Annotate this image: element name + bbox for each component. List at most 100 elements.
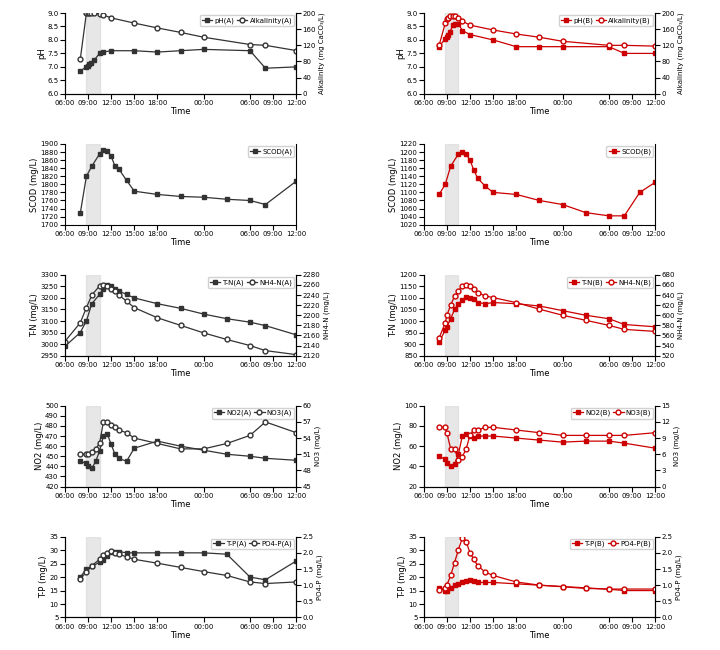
T-N(A) [261, 322, 270, 330]
NO3(A) [99, 418, 108, 426]
pH(A) [82, 63, 91, 71]
X-axis label: Time: Time [529, 239, 549, 248]
Y-axis label: SCOD (mg/L): SCOD (mg/L) [389, 157, 398, 211]
Bar [86, 144, 99, 225]
SCOD(A) [222, 196, 231, 203]
T-P(A) [88, 562, 96, 570]
NH4-N(B) [489, 294, 498, 302]
NO2(A) [130, 445, 138, 452]
NH4-N(A) [246, 342, 254, 350]
T-P(A) [292, 557, 301, 565]
PO4-P(B) [469, 555, 478, 563]
NH4-N(A) [292, 351, 301, 359]
T-N(B) [462, 293, 470, 301]
PO4-P(A) [261, 580, 270, 588]
Alkalinity(A) [292, 47, 301, 55]
NO3(B) [450, 445, 459, 453]
pH(A) [90, 57, 99, 64]
NH4-N(A) [176, 322, 185, 330]
T-P(B) [605, 585, 613, 593]
NO2(B) [462, 430, 470, 438]
Alkalinity(B) [454, 14, 463, 21]
NO3(B) [458, 453, 467, 461]
PO4-P(B) [512, 578, 521, 586]
Legend: T-P(A), PO4-P(A): T-P(A), PO4-P(A) [211, 539, 294, 549]
Alkalinity(A) [99, 11, 108, 19]
PO4-P(B) [489, 571, 498, 579]
SCOD(B) [473, 174, 482, 182]
pH(B) [443, 33, 451, 41]
NH4-N(B) [466, 282, 474, 290]
Y-axis label: Alkalinity (mg CaCO₃/L): Alkalinity (mg CaCO₃/L) [319, 12, 325, 94]
SCOD(B) [651, 178, 660, 186]
PO4-P(B) [435, 586, 444, 594]
NO3(B) [651, 429, 660, 437]
pH(B) [535, 43, 544, 51]
pH(B) [454, 20, 463, 28]
NH4-N(A) [114, 291, 123, 299]
NO3(A) [107, 421, 115, 428]
T-P(A) [199, 549, 208, 557]
NO3(B) [489, 423, 498, 431]
PO4-P(A) [95, 555, 104, 563]
T-P(A) [76, 573, 84, 581]
PO4-P(A) [111, 549, 120, 557]
NO3(A) [222, 439, 231, 447]
Y-axis label: NH4-N (mg/L): NH4-N (mg/L) [678, 291, 684, 339]
SCOD(A) [76, 209, 84, 217]
T-N(B) [450, 306, 459, 313]
NO2(B) [454, 450, 463, 458]
pH(B) [466, 31, 474, 38]
Alkalinity(B) [512, 30, 521, 38]
NH4-N(B) [441, 319, 449, 327]
NO2(A) [82, 460, 91, 467]
T-P(B) [458, 578, 467, 586]
Alkalinity(A) [261, 42, 270, 49]
SCOD(B) [446, 162, 455, 170]
T-N(A) [82, 317, 91, 325]
NO3(A) [91, 445, 100, 453]
T-N(A) [99, 285, 108, 292]
pH(B) [651, 49, 660, 57]
pH(A) [76, 67, 84, 75]
T-P(B) [620, 587, 629, 595]
NO2(A) [261, 454, 270, 462]
NO2(B) [512, 434, 521, 442]
SCOD(A) [153, 190, 162, 198]
T-P(B) [435, 584, 444, 592]
PO4-P(B) [535, 581, 544, 589]
Alkalinity(A) [90, 9, 99, 17]
NO3(A) [199, 445, 208, 453]
Alkalinity(B) [605, 42, 613, 49]
Line: pH(B): pH(B) [436, 21, 657, 56]
Bar [445, 406, 459, 487]
Legend: SCOD(A): SCOD(A) [248, 146, 294, 157]
pH(B) [444, 31, 453, 38]
Y-axis label: NO3 (mg/L): NO3 (mg/L) [315, 426, 321, 466]
PO4-P(A) [88, 562, 96, 569]
T-P(A) [82, 565, 91, 573]
T-P(A) [176, 549, 185, 557]
NO2(A) [88, 465, 96, 473]
Line: NH4-N(A): NH4-N(A) [63, 283, 299, 357]
Line: NO2(A): NO2(A) [78, 432, 299, 471]
T-P(A) [99, 556, 108, 564]
Alkalinity(B) [535, 33, 544, 41]
T-N(A) [153, 300, 162, 307]
T-P(B) [446, 584, 455, 592]
T-N(B) [512, 300, 521, 307]
X-axis label: Time: Time [171, 631, 191, 640]
T-P(A) [122, 549, 131, 557]
T-N(B) [441, 326, 449, 334]
NO3(A) [84, 450, 92, 458]
T-N(A) [130, 294, 138, 302]
Alkalinity(B) [466, 21, 474, 29]
SCOD(A) [246, 196, 254, 204]
NO2(B) [481, 432, 490, 440]
SCOD(A) [95, 150, 104, 158]
T-P(B) [535, 581, 544, 589]
Y-axis label: SCOD (mg/L): SCOD (mg/L) [30, 157, 39, 211]
T-P(B) [489, 578, 498, 586]
Y-axis label: pH: pH [396, 47, 405, 59]
Y-axis label: T-P (mg/L): T-P (mg/L) [39, 556, 48, 599]
